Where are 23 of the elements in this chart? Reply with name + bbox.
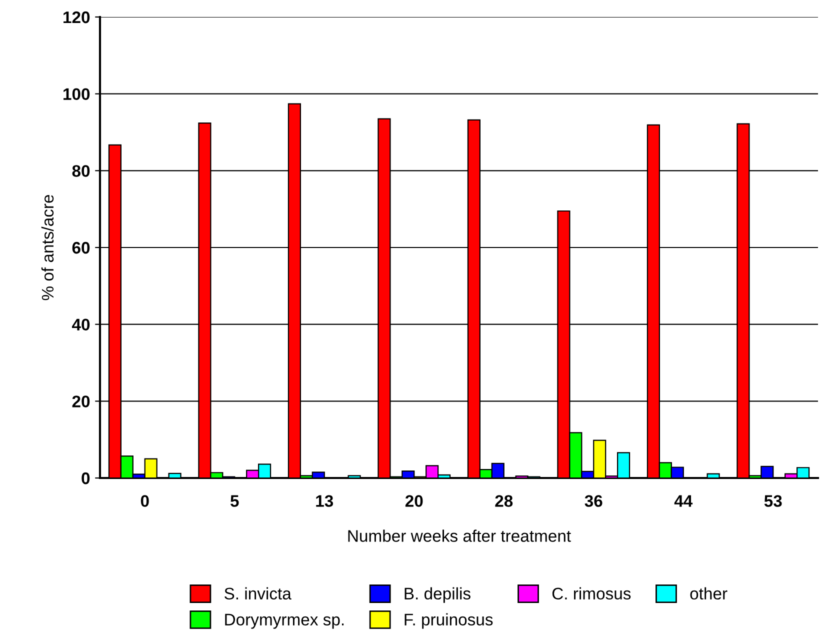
x-tick-label: 5 [230, 495, 239, 507]
legend-label: Dorymyrmex sp. [225, 614, 344, 629]
x-tick-label: 53 [764, 495, 782, 507]
legend-label: F. pruinosus [404, 613, 493, 629]
y-tick-label: 40 [72, 318, 90, 331]
y-tick-label: 0 [82, 472, 90, 484]
x-tick-label: 13 [316, 495, 334, 507]
x-tick-label: 28 [495, 495, 513, 507]
y-tick-label: 100 [64, 88, 90, 100]
x-tick-label: 0 [140, 495, 149, 507]
x-tick-label: 20 [405, 495, 423, 507]
legend-label: S. invicta [224, 587, 292, 600]
x-axis-title: Number weeks after treatment [348, 530, 571, 542]
x-tick-label: 36 [584, 495, 602, 507]
y-axis-title: % of ants/acre [41, 194, 54, 300]
x-tick-label: 44 [674, 495, 693, 507]
y-tick-label: 120 [64, 11, 90, 24]
y-tick-label: 20 [72, 396, 90, 408]
legend-label: other [690, 587, 728, 600]
y-tick-label: 60 [72, 242, 90, 254]
legend-label: C. rimosus [552, 587, 631, 600]
legend-label: B. depilis [404, 587, 470, 603]
y-tick-label: 80 [72, 165, 90, 177]
